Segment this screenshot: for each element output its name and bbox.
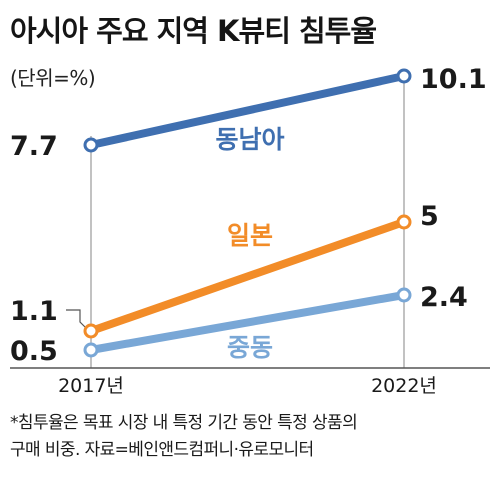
point-southeast-asia-2017: [83, 137, 99, 153]
value-label-middle-east-2022: 2.4: [420, 282, 468, 313]
series-label-southeast-asia: 동남아: [215, 125, 284, 154]
point-japan-2017: [83, 323, 99, 339]
point-middle-east-2022: [396, 287, 412, 303]
series-label-middle-east: 중동: [227, 333, 273, 362]
footnote-line-2: 구매 비중. 자료=베인앤드컴퍼니·유로모니터: [10, 440, 314, 460]
value-label-southeast-asia-2017: 7.7: [10, 131, 58, 162]
value-label-middle-east-2017: 0.5: [10, 336, 58, 367]
point-middle-east-2017: [83, 342, 99, 358]
chart-title: 아시아 주요 지역 K뷰티 침투율: [10, 14, 377, 48]
footnote: *침투율은 목표 시장 내 특정 기간 동안 특정 상품의 구매 비중. 자료=…: [10, 410, 495, 464]
value-label-southeast-asia-2022: 10.1: [420, 64, 487, 95]
series-line-middle-east: [87, 291, 408, 354]
point-japan-2022: [396, 214, 412, 230]
line-chart: 2017년 2022년 7.7 10.1 1.1 5 0.5 2.4 동남아 일…: [10, 64, 490, 397]
point-southeast-asia-2022: [396, 68, 412, 84]
unit-label: (단위=%): [10, 66, 96, 90]
x-tick-label-2022: 2022년: [371, 375, 437, 397]
value-label-japan-2022: 5: [420, 201, 439, 232]
value-label-japan-2017: 1.1: [10, 296, 58, 327]
x-tick-label-2017: 2017년: [58, 375, 124, 397]
series-line-southeast-asia: [87, 72, 408, 149]
footnote-line-1: *침투율은 목표 시장 내 특정 기간 동안 특정 상품의: [10, 413, 358, 433]
japan-2017-leader-line: [66, 309, 89, 331]
series-label-japan: 일본: [227, 221, 273, 250]
series-line-japan: [87, 218, 408, 335]
